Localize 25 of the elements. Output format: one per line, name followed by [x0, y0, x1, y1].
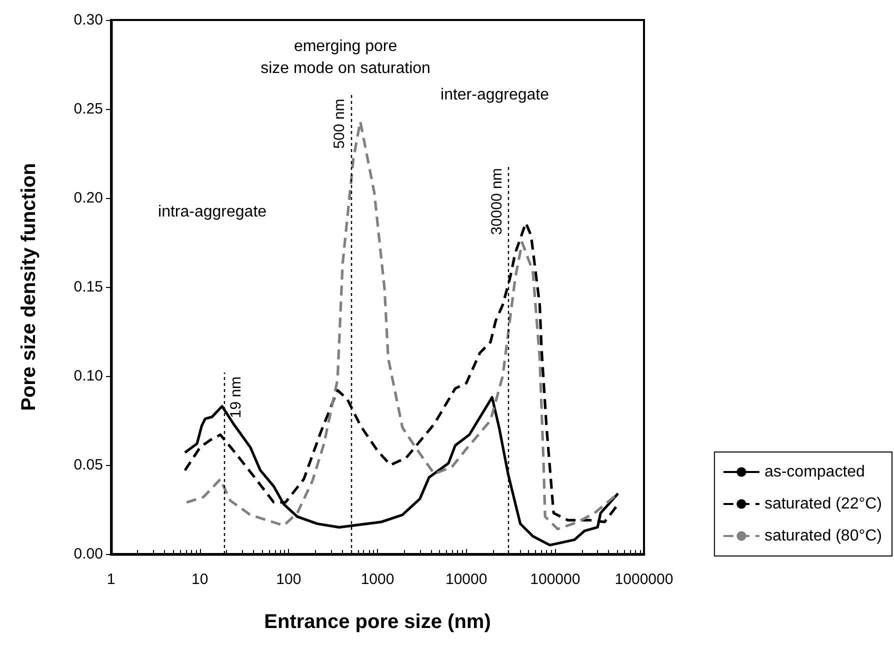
x-tick-label: 100000 — [530, 571, 580, 588]
x-tick-label: 1000 — [360, 571, 394, 588]
x-tick-label: 1000000 — [614, 571, 674, 588]
ref-line-label: 19 nm — [228, 376, 245, 418]
y-tick-label: 0.25 — [74, 100, 103, 118]
y-tick-label: 0.00 — [74, 546, 103, 562]
y-tick-label: 0.15 — [74, 278, 103, 296]
legend-label: as-compacted — [764, 464, 865, 480]
y-tick-label: 0.05 — [74, 456, 103, 474]
ref-line-label: 30000 nm — [488, 168, 506, 235]
x-tick-label: 10 — [191, 571, 208, 588]
legend-label: saturated (80°C) — [764, 528, 882, 544]
y-tick-label: 0.30 — [74, 12, 103, 28]
x-tick-label: 1 — [106, 571, 116, 588]
y-axis-title: Pore size density function — [18, 163, 40, 411]
y-tick-label: 0.20 — [74, 190, 103, 206]
x-tick-label: 10000 — [445, 571, 488, 588]
annotation: emerging pore size mode on saturation — [260, 38, 430, 77]
y-tick-label: 0.10 — [74, 368, 103, 384]
annotation: inter-aggregate — [440, 86, 550, 104]
annotation: intra-aggregate — [158, 204, 267, 221]
x-tick-label: 100 — [276, 571, 302, 588]
ref-line-label: 500 nm — [330, 98, 348, 149]
x-axis-title: Entrance pore size (nm) — [264, 611, 491, 633]
legend-label: saturated (22°C) — [764, 496, 882, 512]
